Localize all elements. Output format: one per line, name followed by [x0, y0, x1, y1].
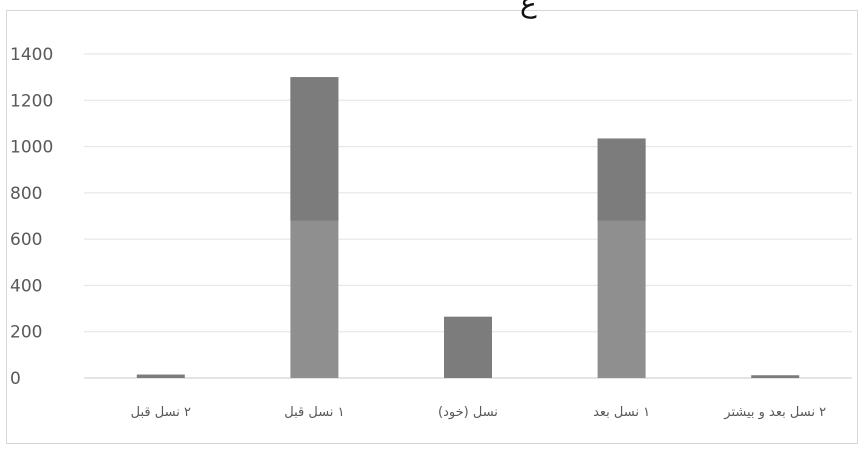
bar: [444, 316, 492, 378]
x-tick-labels: ۲ نسل قبل ۱ نسل قبل نسل (خود) ۱ نسل بعد ۲ نس…: [131, 405, 826, 420]
y-tick-labels: 0 200 400 600 800 1000 1200 1400: [10, 45, 53, 389]
x-tick-label: ۱ نسل قبل: [284, 405, 344, 420]
chart-frame: [6, 10, 858, 444]
chart-title-fragment: ع: [520, 0, 537, 19]
y-tick-label: 800: [10, 184, 42, 204]
y-tick-label: 1400: [10, 45, 53, 65]
x-tick-label: ۲ نسل قبل: [131, 405, 191, 420]
y-tick-label: 600: [10, 230, 42, 250]
bar-upper-shade: [290, 77, 339, 221]
bar: [136, 374, 185, 378]
y-tick-label: 1200: [10, 91, 53, 111]
x-tick-label: ۱ نسل بعد: [593, 405, 650, 420]
bar-upper-shade: [597, 138, 646, 221]
bars: [136, 77, 800, 379]
bar: [751, 375, 800, 378]
x-tick-label: نسل (خود): [438, 405, 498, 420]
x-tick-label: ۲ نسل بعد و بیشتر: [723, 405, 826, 420]
y-tick-label: 400: [10, 276, 42, 296]
y-tick-label: 1000: [10, 138, 53, 158]
gridlines: [84, 53, 852, 379]
y-tick-label: 0: [10, 369, 21, 389]
y-tick-label: 200: [10, 323, 42, 343]
